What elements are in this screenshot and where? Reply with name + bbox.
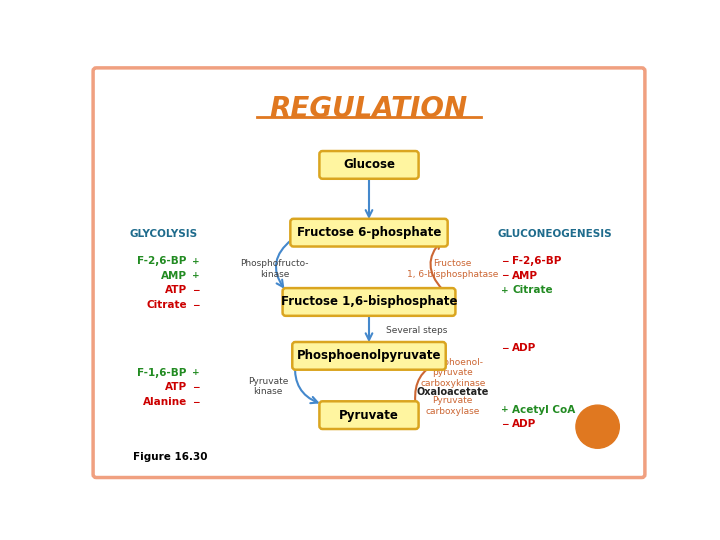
Text: +: + xyxy=(501,405,508,414)
Circle shape xyxy=(500,286,509,295)
Text: +: + xyxy=(192,368,200,377)
Circle shape xyxy=(576,405,619,448)
FancyBboxPatch shape xyxy=(320,151,418,179)
FancyBboxPatch shape xyxy=(292,342,446,370)
Text: GLYCOLYSIS: GLYCOLYSIS xyxy=(130,229,198,239)
Circle shape xyxy=(192,397,201,407)
Text: Phosphoenol-
pyruvate
carboxykinase: Phosphoenol- pyruvate carboxykinase xyxy=(420,358,485,388)
FancyBboxPatch shape xyxy=(320,401,418,429)
Text: Citrate: Citrate xyxy=(146,300,187,310)
Text: GLUCONEOGENESIS: GLUCONEOGENESIS xyxy=(498,229,612,239)
Text: +: + xyxy=(192,256,200,266)
Text: Fructose 1,6-bisphosphate: Fructose 1,6-bisphosphate xyxy=(281,295,457,308)
Text: −: − xyxy=(192,301,200,309)
Text: +: + xyxy=(192,271,200,280)
Text: Phosphoenolpyruvate: Phosphoenolpyruvate xyxy=(297,349,441,362)
Text: Phosphofructo-
kinase: Phosphofructo- kinase xyxy=(240,259,309,279)
Text: F-2,6-BP: F-2,6-BP xyxy=(513,256,562,266)
Text: −: − xyxy=(192,383,200,392)
Text: Pyruvate: Pyruvate xyxy=(339,409,399,422)
Text: Fructose 6-phosphate: Fructose 6-phosphate xyxy=(297,226,441,239)
Circle shape xyxy=(500,420,509,429)
Text: −: − xyxy=(501,256,508,266)
Text: Acetyl CoA: Acetyl CoA xyxy=(513,405,575,415)
Text: REGULATION: REGULATION xyxy=(270,96,468,124)
Text: Figure 16.30: Figure 16.30 xyxy=(132,453,207,462)
FancyBboxPatch shape xyxy=(290,219,448,247)
Text: Fructose
1, 6-bisphosphatase: Fructose 1, 6-bisphosphatase xyxy=(407,259,498,279)
Circle shape xyxy=(192,300,201,309)
Text: Oxaloacetate: Oxaloacetate xyxy=(416,387,489,397)
Circle shape xyxy=(192,286,201,295)
Text: ADP: ADP xyxy=(513,343,536,353)
Circle shape xyxy=(192,271,201,280)
Text: Glucose: Glucose xyxy=(343,158,395,171)
Text: Alanine: Alanine xyxy=(143,397,187,407)
Circle shape xyxy=(500,405,509,414)
Text: −: − xyxy=(501,271,508,280)
Text: ATP: ATP xyxy=(165,382,187,393)
Text: −: − xyxy=(501,343,508,353)
Text: Pyruvate
carboxylase: Pyruvate carboxylase xyxy=(426,396,480,416)
Circle shape xyxy=(500,271,509,280)
Text: −: − xyxy=(501,420,508,429)
Circle shape xyxy=(192,368,201,377)
Text: AMP: AMP xyxy=(161,271,187,281)
Text: AMP: AMP xyxy=(513,271,539,281)
FancyBboxPatch shape xyxy=(93,68,645,477)
Text: Several steps: Several steps xyxy=(386,326,447,335)
Text: −: − xyxy=(192,286,200,295)
Text: −: − xyxy=(192,397,200,407)
Text: ADP: ADP xyxy=(513,420,536,429)
Text: ATP: ATP xyxy=(165,286,187,295)
Text: Pyruvate
kinase: Pyruvate kinase xyxy=(248,377,289,396)
Text: +: + xyxy=(501,286,508,295)
Text: F-2,6-BP: F-2,6-BP xyxy=(138,256,187,266)
Text: F-1,6-BP: F-1,6-BP xyxy=(138,368,187,378)
Circle shape xyxy=(500,256,509,266)
Circle shape xyxy=(500,343,509,353)
Circle shape xyxy=(192,383,201,392)
Circle shape xyxy=(192,256,201,266)
Text: Citrate: Citrate xyxy=(513,286,553,295)
FancyBboxPatch shape xyxy=(282,288,456,316)
